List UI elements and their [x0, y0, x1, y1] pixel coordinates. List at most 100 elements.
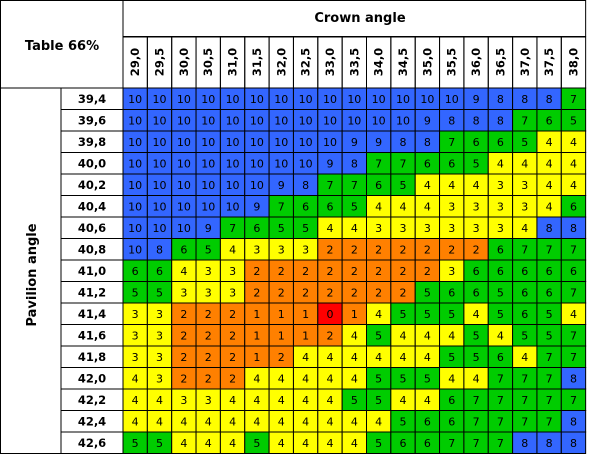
cell-value-label: 2 [180, 308, 187, 321]
cell-value-label: 5 [205, 243, 212, 256]
cell-value-label: 1 [302, 308, 309, 321]
cell-value-label: 8 [473, 114, 480, 127]
cell-value-label: 3 [497, 179, 504, 192]
cell-value-label: 5 [400, 308, 407, 321]
cell-value-label: 10 [153, 114, 167, 127]
cell-value-label: 2 [278, 351, 285, 364]
cell-value-label: 3 [156, 351, 163, 364]
cell-value-label: 10 [201, 200, 215, 213]
cell-value-label: 2 [400, 243, 407, 256]
cell-value-label: 2 [473, 243, 480, 256]
cell-value-label: 2 [400, 286, 407, 299]
cell-value-label: 4 [229, 243, 236, 256]
cell-value-label: 1 [253, 308, 260, 321]
cell-value-label: 6 [473, 265, 480, 278]
cell-value-label: 2 [229, 329, 236, 342]
cell-value-label: 5 [546, 308, 553, 321]
cell-value-label: 7 [521, 243, 528, 256]
cell-value-label: 4 [521, 351, 528, 364]
cell-value-label: 6 [302, 200, 309, 213]
cell-value-label: 2 [326, 243, 333, 256]
cell-value-label: 8 [497, 114, 504, 127]
cell-value-label: 6 [546, 114, 553, 127]
cell-value-label: 10 [226, 114, 240, 127]
cell-value-label: 10 [201, 157, 215, 170]
cell-value-label: 2 [351, 265, 358, 278]
cell-value-label: 4 [156, 415, 163, 428]
cell-value-label: 4 [351, 222, 358, 235]
cell-value-label: 4 [278, 394, 285, 407]
cell-value-label: 2 [229, 308, 236, 321]
cell-value-label: 10 [177, 114, 191, 127]
x-tick-label: 29,5 [153, 48, 167, 76]
cell-value-label: 10 [226, 136, 240, 149]
cell-value-label: 10 [177, 179, 191, 192]
cell-value-label: 2 [351, 286, 358, 299]
cell-value-label: 4 [180, 437, 187, 450]
cell-value-label: 4 [302, 372, 309, 385]
cell-value-label: 2 [326, 286, 333, 299]
cell-value-label: 1 [278, 329, 285, 342]
corner-label: Table 66% [25, 39, 99, 54]
cell-value-label: 3 [448, 222, 455, 235]
cell-value-label: 9 [253, 200, 260, 213]
cell-value-label: 10 [226, 157, 240, 170]
cell-value-label: 10 [153, 200, 167, 213]
cell-value-label: 4 [521, 157, 528, 170]
x-tick-label: 32,5 [299, 48, 313, 76]
cell-value-label: 5 [497, 286, 504, 299]
cell-value-label: 2 [180, 351, 187, 364]
cell-value-label: 4 [326, 394, 333, 407]
cell-value-label: 4 [156, 394, 163, 407]
cell-value-label: 3 [180, 394, 187, 407]
cell-value-label: 6 [448, 157, 455, 170]
cell-value-label: 4 [229, 394, 236, 407]
cell-value-label: 10 [250, 179, 264, 192]
cell-value-label: 3 [205, 286, 212, 299]
cell-value-label: 7 [278, 200, 285, 213]
cell-value-label: 4 [424, 179, 431, 192]
cell-value-label: 2 [326, 265, 333, 278]
cell-value-label: 4 [351, 329, 358, 342]
y-tick-label: 40,0 [78, 156, 106, 170]
cell-value-label: 5 [497, 308, 504, 321]
cell-value-label: 5 [375, 372, 382, 385]
cell-value-label: 8 [546, 437, 553, 450]
cell-value-label: 4 [521, 222, 528, 235]
cell-value-label: 6 [546, 286, 553, 299]
cell-value-label: 9 [424, 114, 431, 127]
x-tick-label: 31,0 [226, 48, 240, 76]
x-tick-label: 37,5 [542, 48, 556, 76]
cell-value-label: 6 [132, 265, 139, 278]
cell-value-label: 6 [497, 265, 504, 278]
cell-value-label: 4 [570, 308, 577, 321]
cell-value-label: 9 [473, 93, 480, 106]
cell-value-label: 4 [400, 351, 407, 364]
cell-value-label: 1 [351, 308, 358, 321]
cell-value-label: 8 [448, 114, 455, 127]
cell-value-label: 9 [278, 179, 285, 192]
cell-value-label: 5 [424, 308, 431, 321]
cell-value-label: 3 [156, 329, 163, 342]
x-tick-label: 38,0 [566, 48, 580, 76]
cell-value-label: 4 [326, 351, 333, 364]
cell-value-label: 6 [448, 286, 455, 299]
cell-value-label: 2 [180, 372, 187, 385]
cell-value-label: 8 [497, 93, 504, 106]
cell-value-label: 3 [132, 329, 139, 342]
cell-value-label: 10 [201, 179, 215, 192]
cell-value-label: 6 [497, 136, 504, 149]
cell-value-label: 7 [570, 93, 577, 106]
cell-value-label: 5 [473, 351, 480, 364]
x-tick-label: 30,5 [201, 48, 215, 76]
cell-value-label: 6 [180, 243, 187, 256]
cell-value-label: 7 [570, 351, 577, 364]
cell-value-label: 8 [521, 437, 528, 450]
cell-value-label: 3 [132, 308, 139, 321]
cell-value-label: 10 [177, 222, 191, 235]
cell-value-label: 3 [521, 179, 528, 192]
y-tick-label: 40,2 [78, 178, 106, 192]
cell-value-label: 6 [521, 308, 528, 321]
cell-value-label: 4 [375, 351, 382, 364]
cell-value-label: 2 [205, 308, 212, 321]
